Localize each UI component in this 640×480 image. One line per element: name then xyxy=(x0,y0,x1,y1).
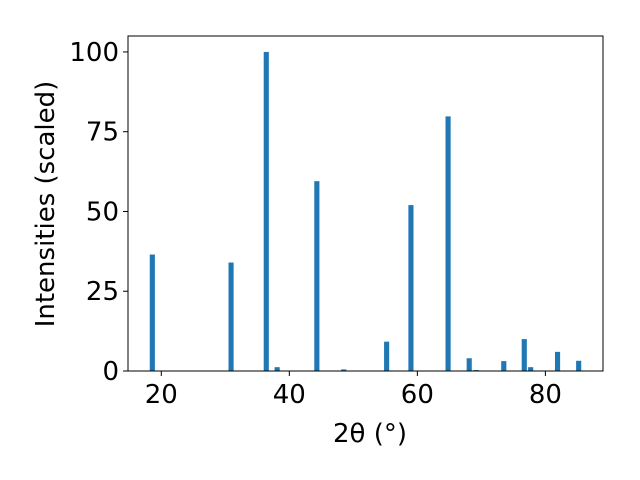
bar xyxy=(554,351,561,371)
y-tick-label: 0 xyxy=(102,357,119,387)
bar xyxy=(384,341,390,371)
bar xyxy=(228,262,234,371)
bar xyxy=(341,369,347,371)
x-tick-label: 20 xyxy=(145,380,178,410)
y-tick-label: 100 xyxy=(69,38,119,68)
bar xyxy=(149,254,155,371)
bar xyxy=(576,360,582,371)
x-tick-label: 40 xyxy=(273,380,306,410)
bar xyxy=(314,181,320,371)
y-tick-label: 25 xyxy=(86,277,119,307)
bar xyxy=(445,116,451,372)
y-tick-label: 50 xyxy=(86,197,119,227)
bar xyxy=(263,51,269,371)
bar xyxy=(521,339,527,371)
bar xyxy=(528,367,534,371)
x-tick-label: 80 xyxy=(529,380,562,410)
y-axis-label: Intensities (scaled) xyxy=(31,81,61,328)
bar xyxy=(466,358,472,371)
bar xyxy=(501,361,507,371)
y-tick-label: 75 xyxy=(86,118,119,148)
bar xyxy=(408,205,414,371)
x-axis-label: 2θ (°) xyxy=(333,419,407,449)
x-tick-label: 60 xyxy=(401,380,434,410)
plot-frame xyxy=(127,35,604,372)
bar xyxy=(274,367,280,371)
